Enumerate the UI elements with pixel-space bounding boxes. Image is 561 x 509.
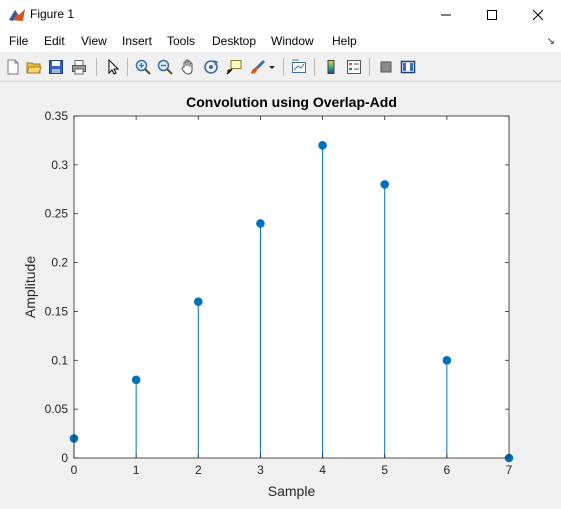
y-tick-label: 0.15 xyxy=(45,304,69,318)
x-tick-label: 4 xyxy=(319,463,326,477)
x-tick-label: 2 xyxy=(195,463,202,477)
new-figure-icon[interactable] xyxy=(3,57,23,77)
x-tick-label: 5 xyxy=(381,463,388,477)
menu-window[interactable]: Window xyxy=(271,34,314,48)
open-file-icon[interactable] xyxy=(24,57,44,77)
window-titlebar: Figure 1 xyxy=(0,0,561,30)
save-icon[interactable] xyxy=(46,57,66,77)
axis-ticks: 0 1 2 3 4 5 6 7 0 0.05 0.1 0.15 0.2 0.25 0.3 0.35 xyxy=(45,109,513,477)
zoom-in-icon[interactable] xyxy=(133,57,153,77)
stem-series xyxy=(69,141,514,463)
axes-box xyxy=(73,115,510,459)
stem-marker xyxy=(318,141,327,150)
matlab-figure-icon xyxy=(9,9,25,21)
chart-title: Convolution using Overlap-Add xyxy=(186,94,397,110)
figure-canvas: 0 1 2 3 4 5 6 7 0 0.05 0.1 0.15 0.2 0.25 0.3 0.35 Convo… xyxy=(0,82,561,504)
hide-plot-tools-icon[interactable] xyxy=(376,57,396,77)
menu-edit[interactable]: Edit xyxy=(44,34,65,48)
y-tick-label: 0.3 xyxy=(51,158,68,172)
stem-marker xyxy=(442,355,452,365)
y-tick-label: 0.1 xyxy=(51,353,68,367)
print-icon[interactable] xyxy=(69,57,89,77)
stem-marker xyxy=(380,180,390,189)
zoom-out-icon[interactable] xyxy=(155,57,175,77)
y-axis-label: Amplitude xyxy=(22,256,38,318)
x-tick-label: 1 xyxy=(133,463,140,477)
data-cursor-icon[interactable] xyxy=(224,57,244,77)
y-tick-label: 0.2 xyxy=(51,256,68,270)
axes-background xyxy=(74,116,509,458)
y-tick-label: 0.25 xyxy=(45,207,69,221)
brush-icon[interactable] xyxy=(248,57,268,77)
menu-bar: File Edit View Insert Tools Desktop Wind… xyxy=(0,30,561,52)
x-tick-label: 0 xyxy=(71,463,78,477)
x-tick-label: 3 xyxy=(257,463,264,477)
rotate-3d-icon[interactable] xyxy=(201,57,221,77)
insert-legend-icon[interactable] xyxy=(344,57,364,77)
menu-view[interactable]: View xyxy=(81,34,107,48)
stem-marker xyxy=(256,219,265,228)
close-button[interactable] xyxy=(515,0,561,30)
stem-marker xyxy=(193,297,203,306)
maximize-button[interactable] xyxy=(469,0,515,30)
menu-file[interactable]: File xyxy=(9,34,29,48)
toolbar-separator xyxy=(283,58,284,76)
x-tick-label: 7 xyxy=(506,463,513,477)
toolbar-separator xyxy=(369,58,370,76)
toolbar-separator xyxy=(127,58,128,76)
show-plot-tools-icon[interactable] xyxy=(398,57,418,77)
minimize-icon xyxy=(441,14,451,16)
menu-insert[interactable]: Insert xyxy=(122,34,153,48)
y-tick-label: 0.35 xyxy=(45,109,69,123)
toolbar-separator xyxy=(96,58,97,76)
menu-tools[interactable]: Tools xyxy=(167,34,196,48)
insert-colorbar-icon[interactable] xyxy=(321,57,341,77)
minimize-button[interactable] xyxy=(423,0,469,30)
figure-toolbar xyxy=(0,53,561,82)
brush-dropdown-icon[interactable] xyxy=(266,57,278,77)
edit-plot-arrow-icon[interactable] xyxy=(103,57,123,77)
menu-desktop[interactable]: Desktop xyxy=(212,34,257,48)
x-tick-label: 6 xyxy=(444,463,451,477)
menu-help[interactable]: Help xyxy=(332,34,357,48)
pan-hand-icon[interactable] xyxy=(178,57,198,77)
stem-plot[interactable]: 0 1 2 3 4 5 6 7 0 0.05 0.1 0.15 0.2 0.25 0.3 0.35 Convo… xyxy=(0,82,561,504)
y-tick-label: 0 xyxy=(61,451,68,465)
x-axis-label: Sample xyxy=(268,483,316,499)
y-tick-label: 0.05 xyxy=(45,402,69,416)
link-plot-icon[interactable] xyxy=(289,57,309,77)
toolbar-separator xyxy=(314,58,315,76)
stem-marker xyxy=(131,375,141,385)
maximize-icon xyxy=(487,10,497,20)
window-title: Figure 1 xyxy=(30,7,75,21)
close-icon xyxy=(532,9,544,21)
dock-arrow-icon[interactable]: ↘ xyxy=(546,36,555,47)
